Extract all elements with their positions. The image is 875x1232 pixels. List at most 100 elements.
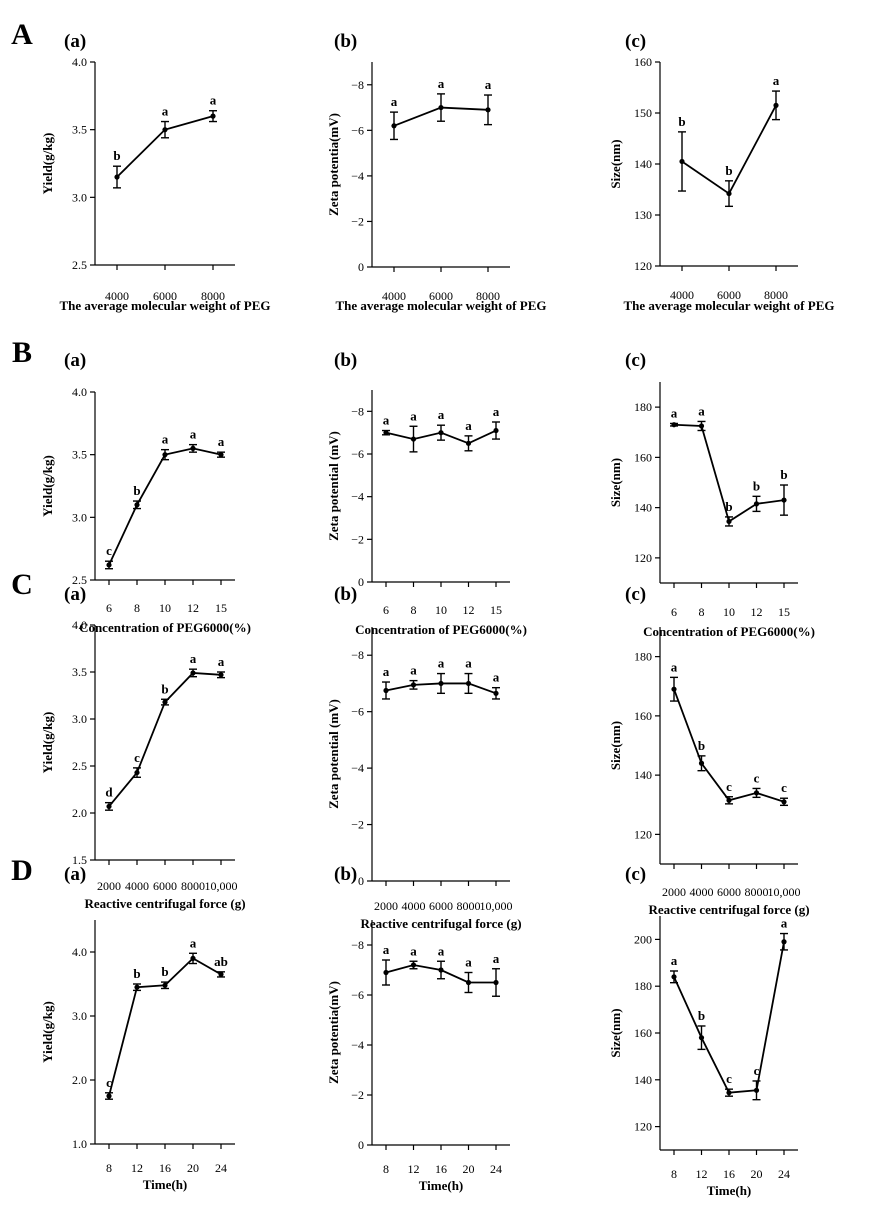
y-tick-label: 3.5 bbox=[72, 448, 87, 462]
y-axis-title: Zeta potentia(mV) bbox=[326, 981, 341, 1084]
y-tick-label: −6 bbox=[351, 123, 364, 137]
data-point bbox=[679, 158, 685, 165]
y-tick-label: 120 bbox=[634, 551, 652, 565]
y-axis-title: Yield(g/kg) bbox=[40, 712, 55, 774]
chart-D-2: (c) 120 140 160 180 200 8 12 16 20 24 Time(h) Size(n… bbox=[608, 864, 798, 1198]
data-point bbox=[210, 113, 216, 119]
significance-letter: a bbox=[671, 953, 678, 968]
data-point bbox=[726, 1090, 732, 1096]
x-tick-label: 4000 bbox=[670, 288, 694, 302]
data-point bbox=[190, 670, 196, 676]
data-point bbox=[134, 502, 140, 508]
y-tick-label: 0 bbox=[358, 874, 364, 888]
x-tick-label: 8000 bbox=[476, 289, 500, 303]
significance-letter: c bbox=[754, 770, 760, 785]
x-tick-label: 6000 bbox=[153, 289, 177, 303]
chart-C-2: (c) 120 140 160 180 2000 4000 6000 8000 10,000 Rea… bbox=[608, 584, 810, 917]
x-tick-label: 12 bbox=[131, 1161, 143, 1175]
significance-letter: c bbox=[106, 1075, 112, 1090]
significance-letter: a bbox=[485, 77, 492, 92]
data-point bbox=[383, 430, 389, 436]
y-tick-label: 0 bbox=[358, 1138, 364, 1152]
x-tick-label: 10,000 bbox=[768, 885, 801, 899]
x-tick-label: 6000 bbox=[153, 879, 177, 893]
x-tick-label: 20 bbox=[751, 1167, 763, 1181]
y-tick-label: 140 bbox=[634, 157, 652, 171]
x-tick-label: 2000 bbox=[662, 885, 686, 899]
data-point bbox=[753, 501, 760, 507]
significance-letter: b bbox=[133, 966, 140, 981]
y-axis-title: Yield(g/kg) bbox=[40, 1001, 55, 1063]
significance-letter: a bbox=[383, 413, 390, 428]
data-point bbox=[410, 962, 417, 968]
significance-letter: c bbox=[781, 780, 787, 795]
data-point bbox=[773, 102, 779, 108]
y-tick-label: 3.0 bbox=[72, 712, 87, 726]
significance-letter: a bbox=[438, 656, 445, 671]
series-line bbox=[673, 941, 785, 1094]
x-tick-label: 10,000 bbox=[205, 879, 238, 893]
significance-letter: a bbox=[383, 942, 390, 957]
significance-letter: a bbox=[410, 408, 417, 423]
significance-letter: b bbox=[698, 1008, 705, 1023]
y-tick-label: −2 bbox=[351, 214, 364, 228]
x-tick-label: 6 bbox=[671, 605, 677, 619]
significance-letter: c bbox=[134, 750, 140, 765]
y-tick-label: 3.5 bbox=[72, 665, 87, 679]
significance-letter: ab bbox=[214, 954, 228, 969]
significance-letter: a bbox=[391, 94, 398, 109]
y-axis-title: Size(nm) bbox=[608, 458, 623, 507]
x-axis-title: Concentration of PEG6000(%) bbox=[355, 622, 527, 637]
data-point bbox=[391, 123, 397, 129]
panel-label: (c) bbox=[625, 584, 646, 605]
x-tick-label: 6000 bbox=[429, 899, 453, 913]
data-point bbox=[465, 979, 472, 986]
data-point bbox=[383, 687, 389, 694]
x-tick-label: 16 bbox=[723, 1167, 735, 1181]
x-tick-label: 10 bbox=[723, 605, 735, 619]
x-tick-label: 24 bbox=[490, 1162, 502, 1176]
row-label-D: D bbox=[11, 854, 33, 887]
data-point bbox=[134, 769, 140, 776]
panel-label: (c) bbox=[625, 350, 646, 371]
y-axis-title: Size(nm) bbox=[608, 139, 623, 188]
significance-letter: a bbox=[773, 73, 780, 88]
x-tick-label: 8 bbox=[134, 601, 140, 615]
x-axis-title: Concentration of PEG6000(%) bbox=[79, 620, 251, 635]
significance-letter: a bbox=[671, 659, 678, 674]
significance-letter: a bbox=[493, 404, 500, 419]
panel-label: (b) bbox=[334, 31, 357, 52]
significance-letter: a bbox=[438, 76, 445, 91]
data-point bbox=[753, 1087, 760, 1093]
data-point bbox=[726, 518, 732, 525]
significance-letter: a bbox=[190, 935, 197, 950]
data-point bbox=[671, 422, 677, 428]
significance-letter: a bbox=[465, 418, 472, 433]
x-tick-label: 10 bbox=[159, 601, 171, 615]
x-tick-label: 12 bbox=[463, 603, 475, 617]
y-tick-label: −4 bbox=[351, 1038, 364, 1052]
y-tick-label: 3.5 bbox=[72, 123, 87, 137]
data-point bbox=[493, 979, 499, 986]
data-point bbox=[485, 107, 491, 113]
y-tick-label: −4 bbox=[351, 490, 364, 504]
y-tick-label: 2.5 bbox=[72, 759, 87, 773]
x-tick-label: 6 bbox=[106, 601, 112, 615]
data-point bbox=[218, 971, 224, 978]
y-tick-label: 4.0 bbox=[72, 945, 87, 959]
row-label-C: C bbox=[11, 568, 33, 601]
significance-letter: d bbox=[105, 785, 113, 800]
y-tick-label: 120 bbox=[634, 1120, 652, 1134]
x-tick-label: 6000 bbox=[429, 289, 453, 303]
x-tick-label: 16 bbox=[159, 1161, 171, 1175]
data-point bbox=[726, 190, 732, 197]
data-point bbox=[162, 982, 168, 988]
y-tick-label: 140 bbox=[634, 1073, 652, 1087]
y-tick-label: −6 bbox=[351, 988, 364, 1002]
y-axis-title: Size(nm) bbox=[608, 721, 623, 770]
significance-letter: a bbox=[671, 405, 678, 420]
y-tick-label: 150 bbox=[634, 106, 652, 120]
